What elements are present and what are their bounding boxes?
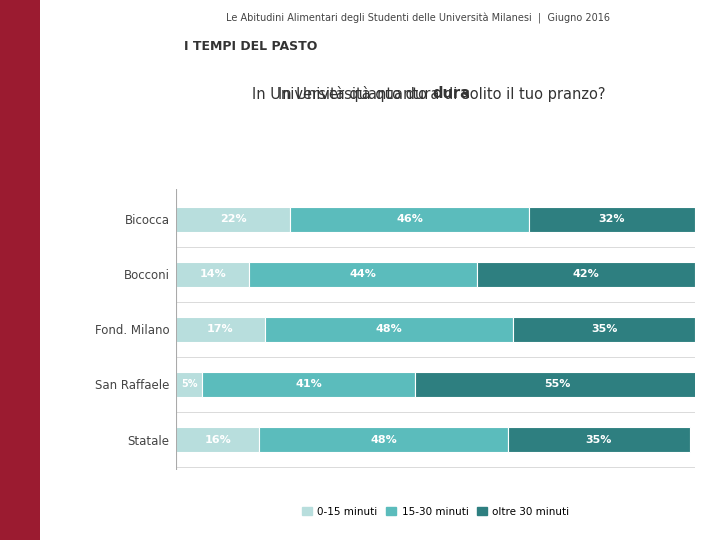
- Text: dura: dura: [432, 86, 470, 102]
- Text: 5%: 5%: [181, 380, 197, 389]
- Bar: [176, 427, 259, 452]
- Bar: [513, 317, 695, 342]
- Text: 22%: 22%: [220, 214, 247, 224]
- Bar: [290, 207, 529, 232]
- Text: 41%: 41%: [295, 380, 322, 389]
- Text: I TEMPI DEL PASTO: I TEMPI DEL PASTO: [184, 40, 317, 53]
- Bar: [264, 317, 513, 342]
- Bar: [259, 427, 508, 452]
- Text: 42%: 42%: [572, 269, 599, 279]
- Text: 32%: 32%: [598, 214, 625, 224]
- Bar: [176, 372, 202, 397]
- Bar: [477, 262, 695, 287]
- Text: In Università quanto dura di solito il tuo pranzo?: In Università quanto dura di solito il t…: [252, 86, 605, 103]
- Bar: [508, 427, 690, 452]
- Text: 17%: 17%: [207, 325, 234, 334]
- Bar: [249, 262, 477, 287]
- Text: 48%: 48%: [370, 435, 397, 444]
- Bar: [176, 207, 290, 232]
- Text: 44%: 44%: [350, 269, 377, 279]
- Bar: [529, 207, 695, 232]
- Text: 55%: 55%: [544, 380, 571, 389]
- Text: 46%: 46%: [396, 214, 423, 224]
- Text: 14%: 14%: [199, 269, 226, 279]
- Text: 35%: 35%: [591, 325, 617, 334]
- Text: Le Abitudini Alimentari degli Studenti delle Università Milanesi  |  Giugno 2016: Le Abitudini Alimentari degli Studenti d…: [225, 14, 610, 24]
- Bar: [202, 372, 415, 397]
- Text: 16%: 16%: [204, 435, 231, 444]
- Bar: [176, 262, 249, 287]
- Legend: 0-15 minuti, 15-30 minuti, oltre 30 minuti: 0-15 minuti, 15-30 minuti, oltre 30 minu…: [297, 502, 574, 521]
- Text: In Università quanto: In Università quanto: [279, 86, 432, 103]
- Text: 35%: 35%: [585, 435, 612, 444]
- Bar: [176, 317, 264, 342]
- Text: 48%: 48%: [376, 325, 402, 334]
- Bar: [415, 372, 700, 397]
